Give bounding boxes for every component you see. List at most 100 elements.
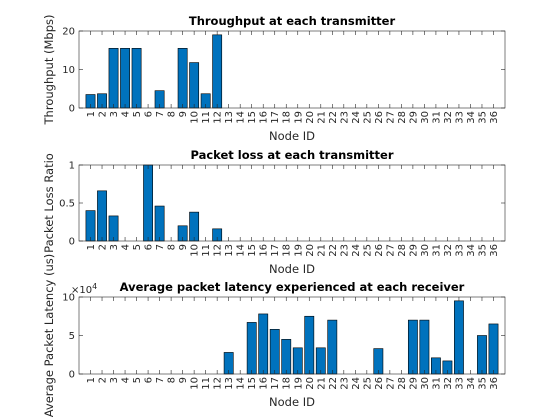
x-tick-label: 32 bbox=[443, 244, 454, 257]
bar-node-29 bbox=[407, 319, 418, 375]
x-tick-label: 16 bbox=[259, 244, 270, 257]
x-tick-label: 13 bbox=[224, 111, 235, 124]
subplot-3: Average packet latency experienced at ea… bbox=[42, 254, 506, 417]
x-tick-label: 11 bbox=[201, 111, 212, 124]
bar-node-4 bbox=[120, 48, 130, 109]
x-tick-label: 22 bbox=[328, 111, 339, 124]
x-tick-label: 17 bbox=[270, 377, 281, 390]
exponent-power: 4 bbox=[92, 282, 97, 291]
x-tick-label: 15 bbox=[247, 244, 258, 257]
x-tick-label: 10 bbox=[190, 244, 201, 257]
x-tick-label: 16 bbox=[259, 111, 270, 124]
x-tick-label: 3 bbox=[109, 244, 120, 250]
x-tick-label: 17 bbox=[270, 111, 281, 124]
x-tick-label: 27 bbox=[385, 111, 396, 124]
x-tick-label: 31 bbox=[431, 111, 442, 124]
x-tick-label: 34 bbox=[466, 377, 477, 390]
y-tick-label: 10 bbox=[62, 293, 75, 304]
x-tick-label: 6 bbox=[144, 111, 155, 117]
bar-node-33 bbox=[454, 300, 464, 375]
y-tick-label: 0 bbox=[69, 237, 75, 248]
bar-node-35 bbox=[477, 335, 487, 375]
exponent-base: ×10 bbox=[71, 285, 92, 296]
bar-node-17 bbox=[269, 329, 280, 375]
x-tick-label: 33 bbox=[454, 244, 465, 257]
x-tick-label: 23 bbox=[339, 244, 350, 257]
bar-node-20 bbox=[304, 315, 315, 375]
x-tick-label: 25 bbox=[362, 111, 373, 124]
axes-frame bbox=[78, 164, 506, 242]
x-axis-label: Node ID bbox=[269, 262, 315, 276]
x-tick-label: 32 bbox=[443, 111, 454, 124]
x-tick-label: 24 bbox=[351, 111, 362, 124]
x-tick-label: 28 bbox=[397, 244, 408, 257]
x-tick-label: 7 bbox=[155, 377, 166, 383]
axes-frame bbox=[78, 296, 506, 375]
x-tick-label: 26 bbox=[374, 111, 385, 124]
x-tick-label: 36 bbox=[489, 377, 500, 390]
x-tick-label: 15 bbox=[247, 377, 258, 390]
bar-node-12 bbox=[212, 34, 223, 109]
bar-node-6 bbox=[143, 164, 153, 242]
x-tick-label: 14 bbox=[236, 244, 247, 257]
bar-node-15 bbox=[246, 322, 257, 375]
x-tick-label: 26 bbox=[374, 377, 385, 390]
bar-node-36 bbox=[488, 323, 499, 375]
bar-node-30 bbox=[419, 319, 430, 375]
x-tick-label: 10 bbox=[190, 111, 201, 124]
x-tick-label: 24 bbox=[351, 377, 362, 390]
x-tick-label: 23 bbox=[339, 111, 350, 124]
x-tick-label: 20 bbox=[305, 111, 316, 124]
x-tick-label: 20 bbox=[305, 377, 316, 390]
x-tick-label: 7 bbox=[155, 244, 166, 250]
x-tick-label: 21 bbox=[316, 244, 327, 257]
x-tick-label: 20 bbox=[305, 244, 316, 257]
x-tick-label: 13 bbox=[224, 244, 235, 257]
x-tick-label: 25 bbox=[362, 377, 373, 390]
x-tick-label: 35 bbox=[477, 111, 488, 124]
x-axis-label: Node ID bbox=[269, 129, 315, 143]
x-tick-label: 31 bbox=[431, 244, 442, 257]
y-axis-label: Throughput (Mbps) bbox=[42, 15, 56, 126]
chart-title: Average packet latency experienced at ea… bbox=[120, 280, 465, 294]
x-tick-label: 7 bbox=[155, 111, 166, 117]
x-tick-label: 18 bbox=[282, 111, 293, 124]
bar-node-10 bbox=[189, 211, 200, 242]
x-tick-label: 4 bbox=[121, 244, 132, 250]
x-tick-label: 22 bbox=[328, 244, 339, 257]
x-tick-label: 9 bbox=[178, 111, 189, 117]
x-tick-label: 6 bbox=[144, 244, 155, 250]
x-tick-label: 33 bbox=[454, 111, 465, 124]
x-tick-label: 35 bbox=[477, 377, 488, 390]
x-tick-label: 4 bbox=[121, 377, 132, 383]
y-tick-label: 10 bbox=[62, 65, 75, 76]
x-tick-label: 8 bbox=[167, 111, 178, 117]
axes-frame bbox=[78, 30, 506, 109]
chart-title: Packet loss at each transmitter bbox=[190, 148, 393, 162]
bar-node-7 bbox=[154, 205, 165, 242]
x-tick-label: 8 bbox=[167, 377, 178, 383]
x-tick-label: 5 bbox=[132, 377, 143, 383]
x-tick-label: 1 bbox=[86, 244, 97, 250]
x-tick-label: 5 bbox=[132, 111, 143, 117]
x-tick-label: 2 bbox=[98, 244, 109, 250]
x-tick-label: 2 bbox=[98, 377, 109, 383]
x-tick-label: 34 bbox=[466, 244, 477, 257]
x-tick-label: 23 bbox=[339, 377, 350, 390]
x-tick-label: 1 bbox=[86, 111, 97, 117]
x-tick-label: 14 bbox=[236, 377, 247, 390]
x-tick-label: 28 bbox=[397, 111, 408, 124]
x-tick-label: 29 bbox=[408, 111, 419, 124]
x-tick-label: 6 bbox=[144, 377, 155, 383]
y-exponent-label: ×104 bbox=[71, 282, 97, 296]
x-tick-label: 21 bbox=[316, 377, 327, 390]
bar-node-16 bbox=[258, 313, 269, 375]
x-tick-label: 27 bbox=[385, 377, 396, 390]
x-tick-label: 25 bbox=[362, 244, 373, 257]
x-tick-label: 19 bbox=[293, 111, 304, 124]
x-tick-label: 18 bbox=[282, 244, 293, 257]
bar-node-22 bbox=[327, 319, 338, 375]
y-tick-label: 0.5 bbox=[59, 199, 75, 210]
